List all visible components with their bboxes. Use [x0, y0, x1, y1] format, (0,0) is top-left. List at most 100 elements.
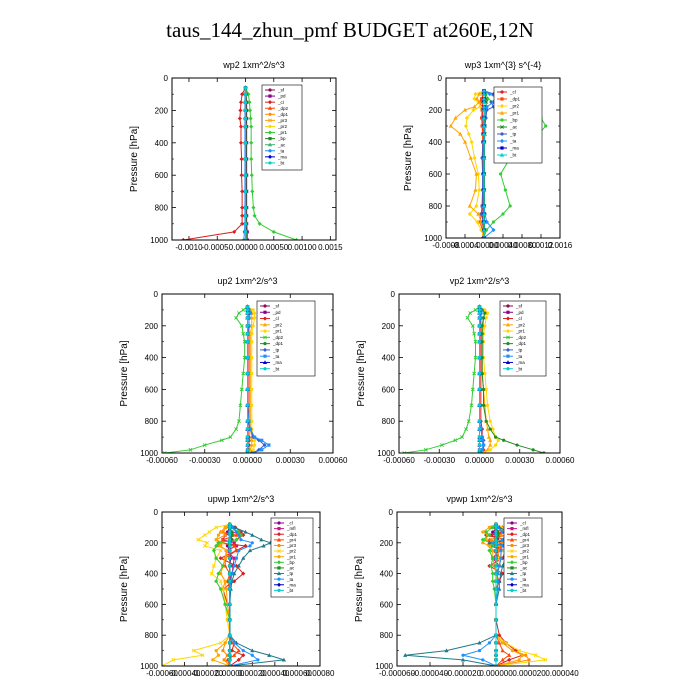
data-point_dp2	[470, 387, 475, 392]
x-tick-label: 0.0012	[529, 241, 554, 250]
page-title: taus_144_zhun_pmf BUDGET at260E,12N	[166, 18, 534, 42]
data-point_pr1	[294, 237, 299, 240]
y-tick-label: 0	[164, 74, 169, 83]
y-tick-label: 200	[145, 539, 159, 548]
data-point_bt	[245, 356, 250, 360]
data-point_bt	[494, 544, 498, 548]
data-point_pr2	[202, 533, 207, 538]
legend-marker	[510, 543, 514, 548]
data-point_dp2	[402, 451, 407, 453]
data-point_tp	[247, 548, 253, 553]
y-tick-label: 600	[145, 600, 159, 609]
legend-label: _ta	[277, 148, 285, 153]
data-point_bt	[477, 427, 482, 431]
data-point_dp2	[239, 323, 244, 328]
data-point_pr2	[214, 525, 219, 530]
legend-label: _pr1	[272, 329, 283, 334]
legend-label: _bt	[286, 588, 294, 593]
data-point_pr1	[252, 213, 257, 218]
data-point_bt	[243, 100, 248, 104]
data-point_bp	[490, 571, 495, 576]
x-tick-label: -0.00030	[189, 456, 221, 465]
data-point_bt	[245, 448, 250, 452]
data-point_dp1	[483, 311, 487, 315]
data-point_tp	[403, 652, 408, 657]
data-point_pr2	[467, 211, 472, 217]
data-point_cl	[240, 189, 245, 194]
series-markers_pr1	[243, 85, 299, 240]
data-point_bt	[243, 189, 248, 193]
legend-label: _dp2	[272, 335, 284, 340]
data-point_bt	[481, 171, 487, 176]
legend-label: _bt	[277, 161, 285, 166]
data-point_ta	[487, 91, 492, 97]
data-point_tp	[243, 529, 248, 534]
y-tick-label: 600	[145, 385, 159, 394]
data-point_dp2	[239, 387, 244, 392]
data-point_bp	[216, 540, 221, 545]
series-markers_bt	[481, 88, 487, 238]
data-point_ta	[477, 649, 482, 653]
legend-marker	[509, 571, 515, 576]
data-point_ta	[484, 104, 489, 109]
series-line_cl	[183, 87, 246, 240]
y-tick-label: 600	[380, 600, 394, 609]
data-point_bt	[477, 448, 482, 452]
legend-marker	[277, 588, 281, 592]
data-point_ta	[260, 448, 264, 452]
data-point_pr1	[249, 140, 254, 145]
data-point_pr2	[474, 203, 479, 209]
y-tick-label: 200	[429, 106, 443, 115]
data-point_pr2	[479, 227, 484, 233]
y-tick-label: 200	[380, 539, 394, 548]
legend-label: _cl	[509, 90, 516, 95]
y-axis-label: Pressure [hPa]	[129, 126, 140, 192]
legend-marker	[499, 138, 505, 144]
data-point_bt	[245, 371, 250, 376]
data-point_tp	[477, 640, 482, 645]
data-point_bt	[481, 187, 487, 192]
data-point_pr1	[481, 530, 485, 534]
data-point_bt	[477, 387, 482, 391]
data-point_bt	[243, 116, 248, 121]
legend-marker	[506, 335, 510, 340]
data-point_bp	[214, 579, 219, 584]
data-point_pr3	[221, 649, 225, 653]
x-tick-label: 0.00040	[260, 669, 289, 678]
data-point_tp	[250, 532, 255, 537]
x-tick-label: 0.00060	[546, 456, 575, 465]
legend-marker	[277, 549, 281, 553]
data-point_dp1	[480, 324, 484, 328]
x-tick-label: -0.000020	[445, 669, 482, 678]
legend-label: _cl	[286, 521, 293, 526]
data-point_bp	[484, 529, 489, 535]
data-point_cl	[232, 229, 237, 234]
data-point_bt	[481, 203, 487, 208]
data-point_ta	[234, 556, 239, 560]
legend-marker	[505, 347, 511, 352]
legend: _cl_mfl_dp1_pr4_pr3_pr2_pr1_bp_ac_tp_ta_…	[270, 517, 314, 598]
legend-marker	[499, 103, 505, 109]
data-point_pr1	[458, 131, 463, 136]
legend-label: _mfl	[286, 526, 296, 531]
data-point_dp1	[497, 633, 502, 638]
legend-label: _cl	[272, 316, 279, 321]
data-point_bp	[218, 586, 223, 592]
data-point_ta	[232, 564, 236, 568]
data-point_pr1	[249, 173, 254, 178]
y-tick-label: 1000	[140, 449, 158, 458]
data-point_bt	[477, 316, 482, 320]
data-point_ta	[497, 564, 501, 568]
data-point_tp	[444, 648, 449, 653]
data-point_dp1	[218, 556, 223, 561]
data-point_pr1	[483, 308, 487, 312]
data-point_ta	[499, 548, 503, 553]
data-point_bt	[245, 438, 250, 442]
data-point_dp1	[484, 419, 488, 423]
x-tick-label: -0.0008	[432, 241, 460, 250]
data-point_pr2	[171, 657, 176, 662]
data-point_bt	[245, 311, 250, 315]
y-tick-label: 600	[429, 170, 443, 179]
data-point_pr2	[486, 434, 491, 439]
x-tick-label: -0.000040	[412, 669, 449, 678]
